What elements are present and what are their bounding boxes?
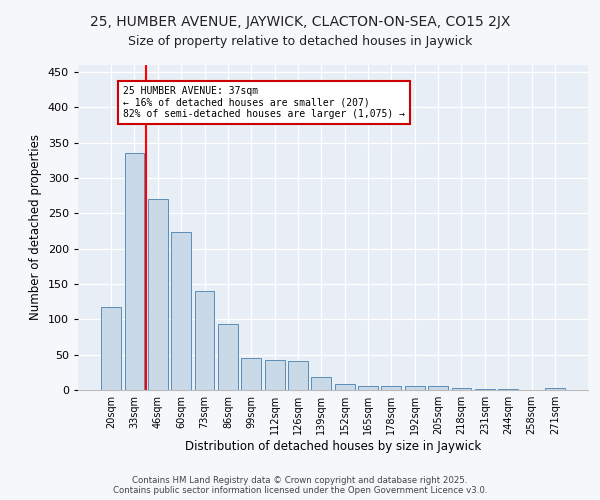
Bar — [101, 308, 121, 390]
Bar — [218, 324, 238, 390]
Bar — [194, 291, 214, 390]
Y-axis label: Number of detached properties: Number of detached properties — [29, 134, 42, 320]
X-axis label: Distribution of detached houses by size in Jaywick: Distribution of detached houses by size … — [185, 440, 481, 453]
Bar — [428, 386, 448, 390]
Text: 25 HUMBER AVENUE: 37sqm
← 16% of detached houses are smaller (207)
82% of semi-d: 25 HUMBER AVENUE: 37sqm ← 16% of detache… — [123, 86, 405, 120]
Text: 25, HUMBER AVENUE, JAYWICK, CLACTON-ON-SEA, CO15 2JX: 25, HUMBER AVENUE, JAYWICK, CLACTON-ON-S… — [90, 15, 510, 29]
Bar — [452, 388, 472, 390]
Text: Contains HM Land Registry data © Crown copyright and database right 2025.
Contai: Contains HM Land Registry data © Crown c… — [113, 476, 487, 495]
Bar — [311, 378, 331, 390]
Bar — [171, 232, 191, 390]
Bar — [545, 388, 565, 390]
Bar — [475, 388, 495, 390]
Bar — [288, 361, 308, 390]
Bar — [382, 386, 401, 390]
Bar — [265, 360, 284, 390]
Bar — [125, 154, 145, 390]
Bar — [148, 199, 168, 390]
Text: Size of property relative to detached houses in Jaywick: Size of property relative to detached ho… — [128, 35, 472, 48]
Bar — [405, 386, 425, 390]
Bar — [335, 384, 355, 390]
Bar — [241, 358, 261, 390]
Bar — [358, 386, 378, 390]
